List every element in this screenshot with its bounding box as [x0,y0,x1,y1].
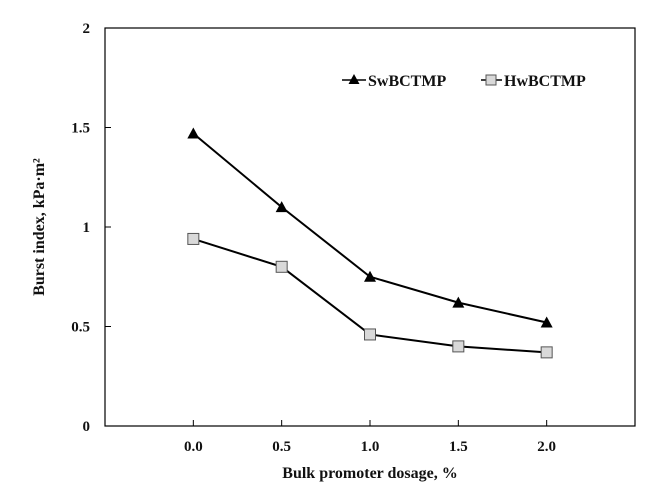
y-tick-label: 1.5 [71,121,90,137]
data-point-hwbctmp [540,346,553,359]
y-axis-title: Burst index, kPa·m² [31,158,48,296]
y-tick-label: 2 [83,21,91,37]
data-point-hwbctmp [452,340,465,353]
legend-item-hwbctmp: HwBCTMP [481,73,586,90]
x-axis: 0.0 0.5 1.0 1.5 2.0 [184,420,556,455]
y-tick-label: 0 [83,419,91,435]
data-point-swbctmp [187,127,200,139]
x-tick-label: 0.0 [184,439,203,455]
legend-item-swbctmp: SwBCTMP [342,73,446,90]
x-tick-label: 2.0 [537,439,556,455]
legend-hwbctmp-square-icon [485,74,497,86]
data-point-swbctmp [275,201,288,213]
series-layer [187,127,553,359]
legend: SwBCTMP HwBCTMP [342,73,586,90]
legend-hwbctmp-label: HwBCTMP [504,73,586,90]
data-point-hwbctmp [275,260,288,273]
data-point-swbctmp [452,296,465,308]
data-point-swbctmp [364,270,376,282]
data-point-hwbctmp [364,328,376,341]
legend-swbctmp-label: SwBCTMP [368,73,446,90]
y-tick-label: 1 [83,220,91,236]
y-axis: 0 0.5 1 1.5 2 [71,21,111,435]
x-tick-label: 1.5 [449,439,468,455]
x-tick-label: 1.0 [361,439,380,455]
data-point-hwbctmp [187,232,200,245]
legend-swbctmp-triangle-icon [348,74,360,84]
x-axis-title: Bulk promoter dosage, % [282,465,457,482]
y-tick-label: 0.5 [71,320,90,336]
x-tick-label: 0.5 [272,439,291,455]
data-point-swbctmp [540,316,553,328]
series-line-swbctmp [192,132,547,324]
